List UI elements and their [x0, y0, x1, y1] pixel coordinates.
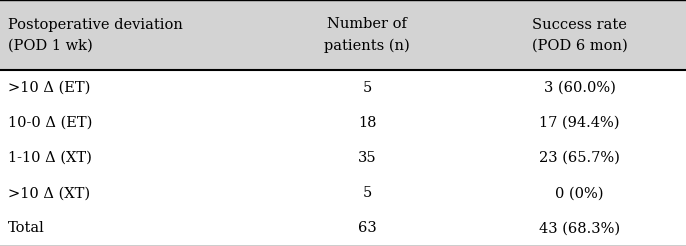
- Text: Success rate
(POD 6 mon): Success rate (POD 6 mon): [532, 18, 628, 52]
- Text: 5: 5: [362, 186, 372, 200]
- Text: 3 (60.0%): 3 (60.0%): [544, 81, 615, 95]
- Text: 63: 63: [357, 221, 377, 235]
- Text: 0 (0%): 0 (0%): [556, 186, 604, 200]
- Text: 5: 5: [362, 81, 372, 95]
- Text: Number of
patients (n): Number of patients (n): [324, 17, 410, 53]
- Text: Total: Total: [8, 221, 45, 235]
- Text: 23 (65.7%): 23 (65.7%): [539, 151, 620, 165]
- Text: 1-10 Δ (XT): 1-10 Δ (XT): [8, 151, 92, 165]
- Bar: [0, 0, 686, 70]
- Text: >10 Δ (ET): >10 Δ (ET): [8, 81, 91, 95]
- Text: >10 Δ (XT): >10 Δ (XT): [8, 186, 91, 200]
- Text: 17 (94.4%): 17 (94.4%): [539, 116, 620, 130]
- Text: 10-0 Δ (ET): 10-0 Δ (ET): [8, 116, 93, 130]
- Text: Postoperative deviation
(POD 1 wk): Postoperative deviation (POD 1 wk): [8, 18, 183, 52]
- Text: 18: 18: [358, 116, 376, 130]
- Text: 35: 35: [357, 151, 377, 165]
- Text: 43 (68.3%): 43 (68.3%): [539, 221, 620, 235]
